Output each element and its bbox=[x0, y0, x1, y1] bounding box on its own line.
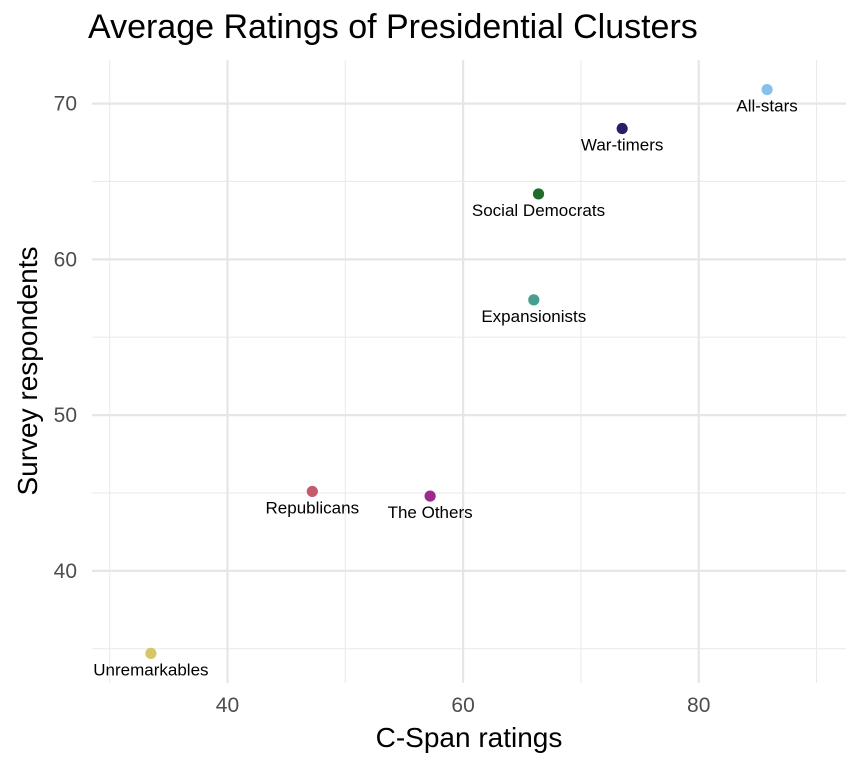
grid bbox=[92, 60, 846, 683]
x-tick-label: 80 bbox=[687, 694, 710, 717]
data-point bbox=[145, 647, 157, 660]
y-axis-title: Survey respondents bbox=[12, 246, 43, 495]
point-label: War-timers bbox=[581, 136, 663, 155]
point-labels: All-stars War-timers Social Democrats Expan… bbox=[93, 97, 797, 680]
x-tick-label: 40 bbox=[216, 694, 239, 717]
point-label: Republicans bbox=[266, 498, 360, 517]
data-point bbox=[532, 188, 545, 200]
point-label: Social Democrats bbox=[472, 201, 605, 220]
point-label: All-stars bbox=[736, 97, 797, 116]
y-tick-label: 70 bbox=[54, 93, 77, 116]
point-label: The Others bbox=[388, 503, 473, 522]
data-point bbox=[761, 83, 773, 96]
data-point bbox=[424, 490, 436, 502]
y-tick-label: 40 bbox=[54, 560, 77, 583]
x-axis-title: C-Span ratings bbox=[376, 722, 563, 753]
point-label: Unremarkables bbox=[93, 660, 208, 679]
data-points bbox=[145, 83, 773, 660]
data-point bbox=[616, 122, 628, 135]
data-point bbox=[528, 294, 540, 306]
data-point bbox=[306, 485, 318, 498]
point-label: Expansionists bbox=[481, 307, 586, 326]
y-tick-label: 50 bbox=[54, 404, 77, 427]
x-tick-label: 60 bbox=[451, 694, 474, 717]
chart-title: Average Ratings of Presidential Clusters bbox=[88, 8, 698, 46]
y-tick-label: 60 bbox=[54, 248, 77, 271]
axis-ticks: 40 60 80 40 50 60 70 bbox=[54, 93, 711, 717]
